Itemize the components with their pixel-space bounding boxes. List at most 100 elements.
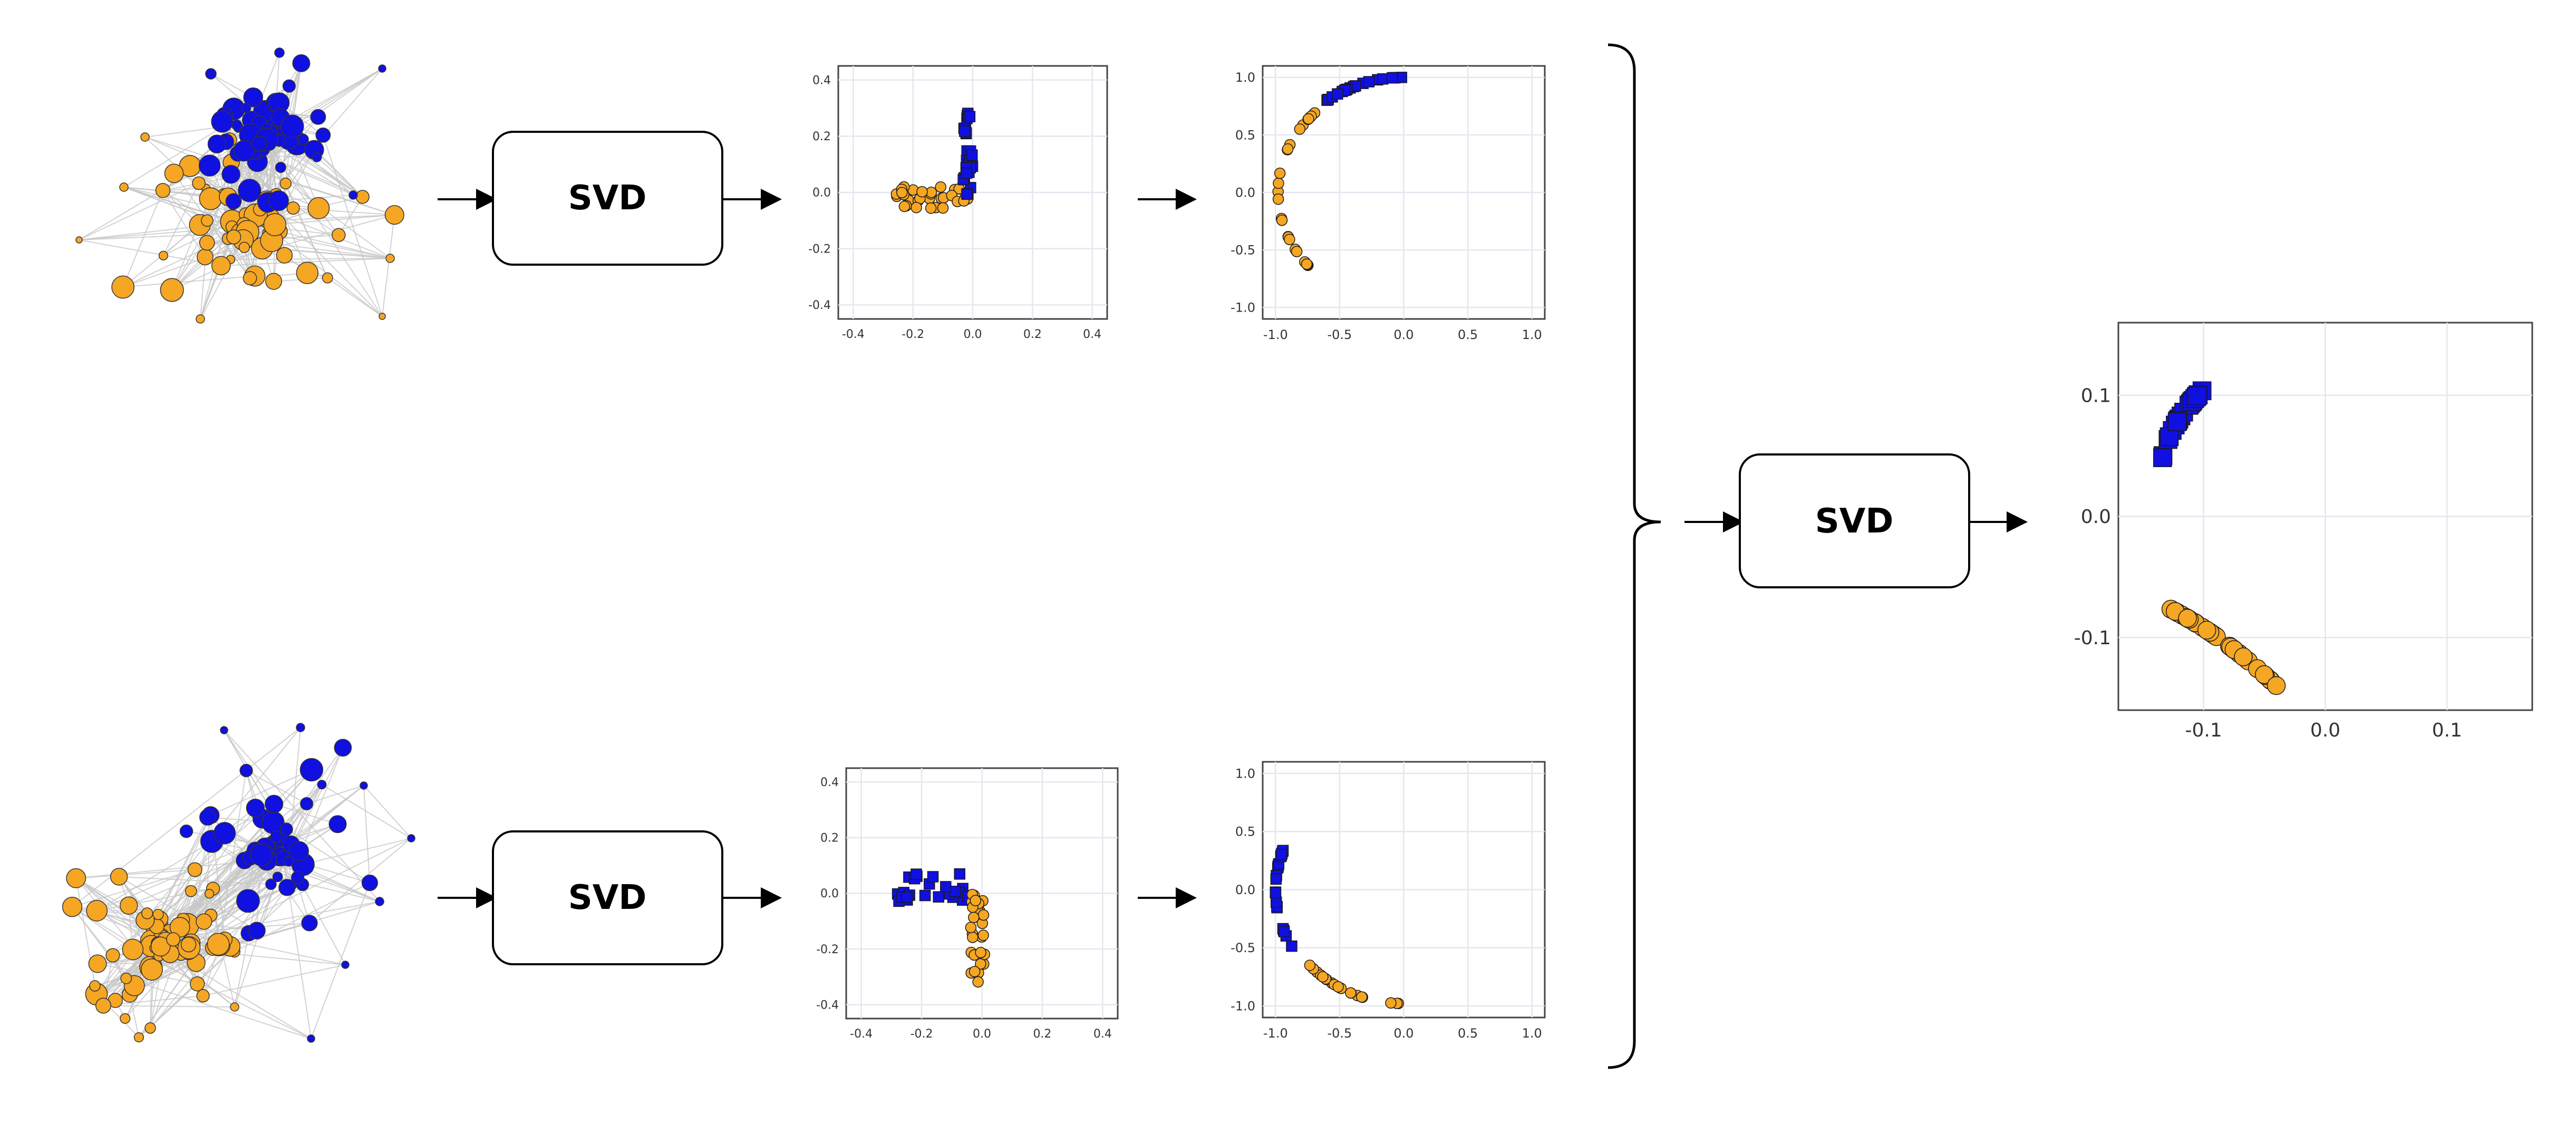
graph-node-blue xyxy=(206,69,216,79)
x-tick-label: 0.2 xyxy=(1023,328,1042,341)
graph-node-blue xyxy=(307,1035,315,1042)
graph-node-orange xyxy=(277,247,293,263)
point-blue-square xyxy=(961,168,972,179)
graph-node-blue xyxy=(208,135,226,153)
graph-node-orange xyxy=(90,981,100,991)
graph-node-blue xyxy=(316,128,330,142)
y-tick-label: -1.0 xyxy=(1231,999,1255,1013)
network-graph-bottom xyxy=(63,723,415,1042)
graph-node-orange xyxy=(141,133,149,141)
graph-node-orange xyxy=(120,897,138,914)
point-orange-circle xyxy=(2198,621,2216,639)
graph-node-orange xyxy=(196,315,205,323)
point-orange-circle xyxy=(1273,178,1284,189)
x-tick-label: -0.4 xyxy=(842,328,865,341)
x-tick-label: 0.0 xyxy=(964,328,982,341)
graph-node-blue xyxy=(199,155,220,176)
graph-node-orange xyxy=(296,262,318,284)
x-tick-label: 0.0 xyxy=(1393,1026,1413,1041)
graph-node-orange xyxy=(156,183,170,198)
graph-node-blue xyxy=(252,136,267,151)
graph-node-blue xyxy=(200,809,216,825)
point-orange-circle xyxy=(938,203,948,214)
graph-nodes xyxy=(76,48,404,323)
point-orange-circle xyxy=(1294,124,1305,134)
x-tick-label: 0.4 xyxy=(1083,328,1101,341)
graph-node-orange xyxy=(287,202,299,215)
graph-node-blue xyxy=(247,799,265,817)
point-blue-square xyxy=(1286,941,1297,952)
graph-node-blue xyxy=(237,889,259,912)
graph-edge xyxy=(123,190,163,287)
point-orange-circle xyxy=(926,203,936,214)
point-orange-circle xyxy=(2178,609,2196,627)
graph-node-orange xyxy=(322,273,332,283)
x-tick-label: 1.0 xyxy=(1522,1026,1542,1041)
graph-node-blue xyxy=(270,831,282,842)
point-blue-square xyxy=(960,126,970,137)
point-blue-square xyxy=(927,871,938,882)
graph-node-orange xyxy=(239,242,249,253)
point-orange-circle xyxy=(2268,677,2286,695)
x-tick-label: -0.4 xyxy=(850,1028,873,1041)
graph-node-blue xyxy=(275,48,284,57)
x-tick-label: 0.1 xyxy=(2432,720,2462,741)
point-orange-circle xyxy=(965,922,976,933)
graph-node-orange xyxy=(200,235,215,250)
graph-node-blue xyxy=(269,191,289,211)
point-orange-circle xyxy=(1345,987,1356,998)
point-blue-square xyxy=(1363,76,1374,87)
point-blue-square xyxy=(962,189,972,199)
point-blue-square xyxy=(920,890,931,901)
graph-node-orange xyxy=(243,272,256,285)
point-orange-circle xyxy=(1304,960,1315,971)
point-orange-circle xyxy=(1302,259,1312,269)
graph-node-blue xyxy=(211,111,233,132)
point-orange-circle xyxy=(1283,144,1293,154)
y-tick-label: 0.0 xyxy=(812,187,831,200)
point-orange-circle xyxy=(973,976,983,987)
point-blue-square xyxy=(911,869,922,879)
graph-node-orange xyxy=(89,955,106,972)
svd-box-combined: SVD xyxy=(1740,454,1969,587)
graph-node-orange xyxy=(197,990,209,1002)
point-blue-square xyxy=(1332,89,1343,99)
graph-node-blue xyxy=(360,782,367,789)
graph-edge xyxy=(382,215,394,316)
graph-node-blue xyxy=(311,110,325,124)
y-tick-label: -1.0 xyxy=(1231,301,1255,315)
graph-node-blue xyxy=(276,162,286,172)
y-tick-label: 0.4 xyxy=(812,74,831,87)
graph-node-blue xyxy=(180,825,193,838)
graph-node-blue xyxy=(375,897,384,906)
point-blue-square xyxy=(2168,413,2186,431)
x-tick-label: 0.0 xyxy=(1393,327,1413,342)
combine-brace xyxy=(1608,45,1661,1068)
graph-node-blue xyxy=(349,191,357,199)
point-orange-circle xyxy=(1275,168,1285,179)
point-orange-circle xyxy=(979,910,989,920)
graph-node-orange xyxy=(385,206,404,225)
y-tick-label: 0.1 xyxy=(2081,385,2111,406)
graph-node-orange xyxy=(121,973,131,984)
y-tick-label: 0.2 xyxy=(820,832,839,845)
point-orange-circle xyxy=(1333,982,1343,992)
graph-node-blue xyxy=(301,798,313,810)
graph-node-orange xyxy=(201,215,213,226)
point-blue-square xyxy=(1387,73,1398,83)
graph-node-orange xyxy=(112,276,134,298)
point-orange-circle xyxy=(1386,997,1396,1008)
graph-node-orange xyxy=(230,1003,239,1011)
graph-node-orange xyxy=(205,889,214,898)
graph-node-blue xyxy=(342,961,349,968)
graph-node-blue xyxy=(283,80,296,92)
svd-box-top: SVD xyxy=(493,132,722,265)
point-orange-circle xyxy=(969,912,979,923)
graph-edge xyxy=(311,883,370,1039)
graph-node-orange xyxy=(86,900,107,921)
x-tick-label: 0.0 xyxy=(973,1028,991,1041)
